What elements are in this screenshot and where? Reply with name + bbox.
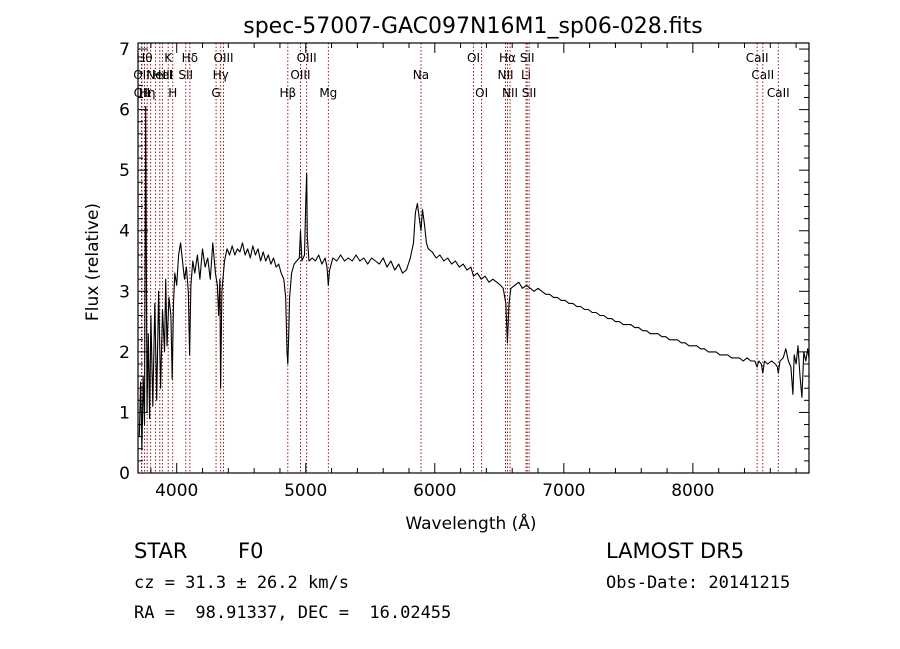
y-tick-label: 7 bbox=[119, 40, 130, 60]
plot-axes bbox=[137, 42, 810, 474]
y-axis-label: Flux (relative) bbox=[83, 203, 103, 321]
object-subclass: F0 bbox=[238, 539, 264, 563]
line-label-11: Hδ bbox=[182, 51, 198, 65]
line-label-18: Mg bbox=[319, 86, 337, 100]
x-tick-label: 6000 bbox=[413, 481, 456, 501]
y-tick-label: 1 bbox=[119, 403, 130, 423]
line-label-23: Hα bbox=[499, 51, 516, 65]
emission-line-labels: OIIOIIHθHηNeIIIHeIKHSIIHδGHγOIIIHβOIIIOI… bbox=[133, 51, 789, 100]
observation-date: Obs-Date: 20141215 bbox=[606, 573, 791, 593]
line-label-22: NII bbox=[497, 68, 513, 82]
x-tick-label: 4000 bbox=[155, 481, 198, 501]
ra-dec-coordinates: RA = 98.91337, DEC = 16.02455 bbox=[134, 603, 452, 623]
line-label-24: NII bbox=[502, 86, 518, 100]
line-label-9: H bbox=[168, 86, 177, 100]
redshift-velocity: cz = 31.3 ± 26.2 km/s bbox=[134, 573, 349, 593]
line-label-3: Hη bbox=[139, 86, 156, 100]
y-tick-label: 4 bbox=[119, 222, 130, 242]
y-tick-label: 0 bbox=[119, 464, 130, 484]
line-label-14: OIII bbox=[214, 51, 234, 65]
line-label-0: OII bbox=[133, 68, 150, 82]
line-label-2: Hθ bbox=[136, 51, 152, 65]
line-label-30: CaII bbox=[767, 86, 790, 100]
line-label-12: G bbox=[211, 86, 220, 100]
line-label-15: Hβ bbox=[279, 86, 296, 100]
line-label-29: CaII bbox=[751, 68, 774, 82]
emission-line-markers bbox=[141, 43, 779, 473]
x-tick-label: 5000 bbox=[284, 481, 327, 501]
line-label-19: Na bbox=[413, 68, 429, 82]
line-label-6: NeIII bbox=[146, 68, 173, 82]
line-label-8: K bbox=[164, 51, 173, 65]
line-label-21: OI bbox=[475, 86, 488, 100]
line-label-16: OIII bbox=[290, 68, 310, 82]
y-tick-label: 6 bbox=[119, 101, 130, 121]
x-tick-label: 8000 bbox=[671, 481, 714, 501]
line-label-10: SII bbox=[178, 68, 193, 82]
x-axis-label: Wavelength (Å) bbox=[405, 512, 536, 534]
line-label-7: HeI bbox=[152, 68, 172, 82]
line-label-20: OI bbox=[467, 51, 480, 65]
survey-name: LAMOST DR5 bbox=[606, 539, 745, 563]
plot-frame bbox=[137, 42, 810, 474]
x-tick-label: 7000 bbox=[542, 481, 585, 501]
tick-labels: 4000 5000 6000 7000 8000 0 1 2 3 4 5 6 7 bbox=[119, 40, 714, 501]
line-label-26: SII bbox=[520, 51, 535, 65]
line-label-27: SII bbox=[522, 86, 537, 100]
line-label-28: CaII bbox=[746, 51, 769, 65]
line-label-25: Li bbox=[521, 68, 531, 82]
line-label-17: OIII bbox=[297, 51, 317, 65]
y-tick-label: 2 bbox=[119, 343, 130, 363]
spectrum-line-0 bbox=[138, 106, 810, 450]
y-tick-label: 5 bbox=[119, 161, 130, 181]
y-tick-label: 3 bbox=[119, 282, 130, 302]
chart-title: spec-57007-GAC097N16M1_sp06-028.fits bbox=[243, 14, 703, 39]
spectrum-series bbox=[138, 106, 810, 450]
object-class: STAR bbox=[134, 539, 188, 563]
line-label-13: Hγ bbox=[213, 68, 229, 82]
